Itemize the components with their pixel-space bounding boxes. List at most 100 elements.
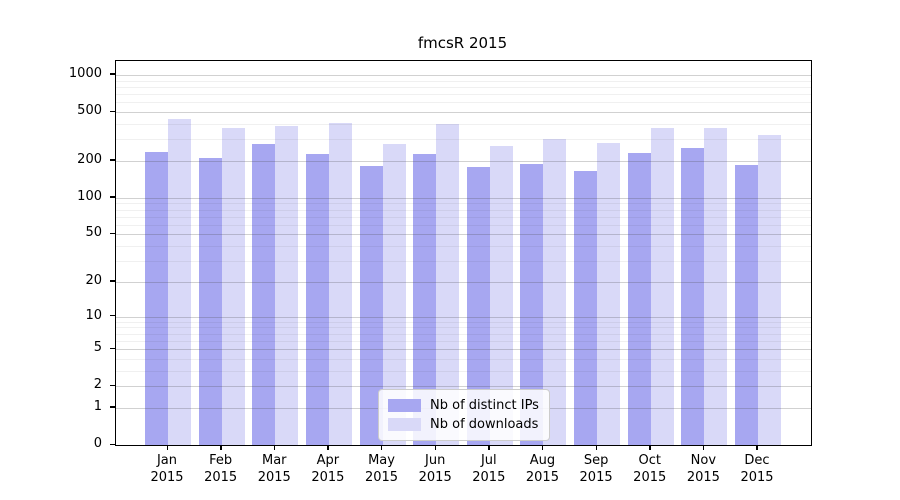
bar-distinct-ips	[466, 166, 490, 445]
bar-downloads	[543, 139, 567, 445]
legend-swatch-distinct-ips	[388, 399, 421, 412]
x-tick-label: Apr 2015	[311, 453, 345, 485]
y-tick-mark	[110, 110, 115, 112]
gridline-minor	[116, 209, 811, 211]
y-tick-mark	[110, 280, 115, 282]
legend-label: Nb of distinct IPs	[430, 398, 539, 413]
gridline-minor	[116, 102, 811, 104]
x-tick-label: May 2015	[364, 453, 399, 485]
legend-row: Nb of distinct IPs	[388, 396, 539, 415]
gridline-minor	[116, 246, 811, 248]
x-tick-label: Nov 2015	[686, 453, 720, 485]
gridline-minor	[116, 358, 811, 360]
legend: Nb of distinct IPs Nb of downloads	[378, 389, 550, 441]
bar-downloads	[650, 128, 674, 445]
legend-row: Nb of downloads	[388, 415, 539, 434]
x-tick-mark	[702, 445, 705, 450]
bar-distinct-ips	[252, 144, 276, 445]
y-tick-mark	[110, 159, 115, 161]
bar-distinct-ips	[520, 164, 544, 445]
y-tick-label: 1000	[68, 65, 102, 81]
x-tick-mark	[649, 445, 651, 450]
gridline-minor	[116, 261, 811, 263]
x-tick-mark	[220, 445, 222, 450]
y-tick-label: 500	[77, 103, 102, 119]
y-tick-mark	[110, 443, 115, 445]
gridline-minor	[116, 139, 811, 141]
legend-swatch-downloads	[388, 418, 421, 431]
x-tick-mark	[756, 445, 758, 450]
x-tick-label: Mar 2015	[257, 453, 291, 485]
gridline-minor	[116, 340, 811, 342]
x-tick-label: Sep 2015	[579, 453, 613, 485]
y-tick-label: 50	[85, 225, 102, 241]
y-tick-label: 100	[77, 188, 102, 204]
bar-distinct-ips	[681, 148, 705, 445]
bar-downloads	[597, 143, 621, 445]
bar-distinct-ips	[413, 154, 437, 445]
y-tick-label: 10	[85, 307, 102, 323]
gridline-minor	[116, 80, 811, 82]
y-tick-label: 1	[93, 398, 102, 414]
gridline-minor	[116, 203, 811, 205]
x-tick-mark	[381, 445, 383, 450]
x-tick-mark	[166, 445, 168, 450]
bar-distinct-ips	[359, 166, 383, 445]
y-tick-mark	[110, 406, 115, 408]
gridline-major	[116, 197, 811, 199]
bar-distinct-ips	[627, 153, 651, 445]
y-tick-label: 2	[93, 377, 102, 393]
bar-downloads	[489, 145, 513, 445]
legend-label: Nb of downloads	[430, 417, 539, 432]
gridline-major	[116, 281, 811, 283]
x-tick-label: Aug 2015	[525, 453, 559, 485]
bar-distinct-ips	[734, 165, 758, 445]
chart-title: fmcsR 2015	[417, 34, 508, 52]
y-tick-label: 5	[93, 340, 102, 356]
bar-distinct-ips	[145, 152, 168, 445]
gridline-minor	[116, 86, 811, 88]
x-tick-mark	[541, 445, 544, 450]
x-tick-label: Oct 2015	[633, 453, 667, 485]
bar-distinct-ips	[198, 158, 222, 445]
gridline-minor	[116, 333, 811, 335]
bar-downloads	[436, 124, 460, 445]
gridline-major	[116, 316, 811, 318]
gridline-minor	[116, 94, 811, 95]
x-tick-mark	[488, 445, 490, 450]
y-tick-mark	[110, 384, 115, 387]
y-tick-mark	[110, 315, 115, 317]
y-tick-mark	[110, 196, 115, 198]
gridline-major	[116, 349, 811, 350]
x-tick-label: Jun 2015	[418, 453, 452, 485]
gridline-major	[116, 75, 811, 76]
gridline-minor	[116, 327, 811, 329]
gridline-minor	[116, 124, 811, 125]
plot-area: Nb of distinct IPs Nb of downloads	[115, 60, 812, 446]
bar-downloads	[168, 118, 191, 445]
bar-distinct-ips	[305, 154, 329, 445]
x-tick-label: Dec 2015	[740, 453, 774, 485]
bar-downloads	[275, 126, 299, 445]
y-tick-label: 200	[77, 151, 102, 167]
bar-downloads	[221, 128, 245, 445]
gridline-major	[116, 386, 811, 388]
bar-downloads	[328, 122, 352, 445]
gridline-major	[116, 112, 811, 113]
y-tick-mark	[110, 347, 115, 349]
bar-downloads	[382, 144, 406, 445]
gridline-minor	[116, 224, 811, 226]
bar-downloads	[757, 135, 781, 445]
x-tick-mark	[595, 445, 597, 450]
x-tick-label: Feb 2015	[204, 453, 238, 485]
x-tick-mark	[273, 445, 276, 450]
bar-downloads	[704, 128, 728, 445]
gridline-minor	[116, 216, 811, 218]
y-tick-mark	[110, 73, 115, 75]
x-tick-mark	[327, 445, 329, 450]
gridline-minor	[116, 321, 811, 323]
y-tick-mark	[110, 232, 115, 235]
x-tick-label: Jul 2015	[472, 453, 506, 485]
y-tick-label: 0	[93, 436, 102, 451]
x-tick-label: Jan 2015	[150, 453, 184, 485]
